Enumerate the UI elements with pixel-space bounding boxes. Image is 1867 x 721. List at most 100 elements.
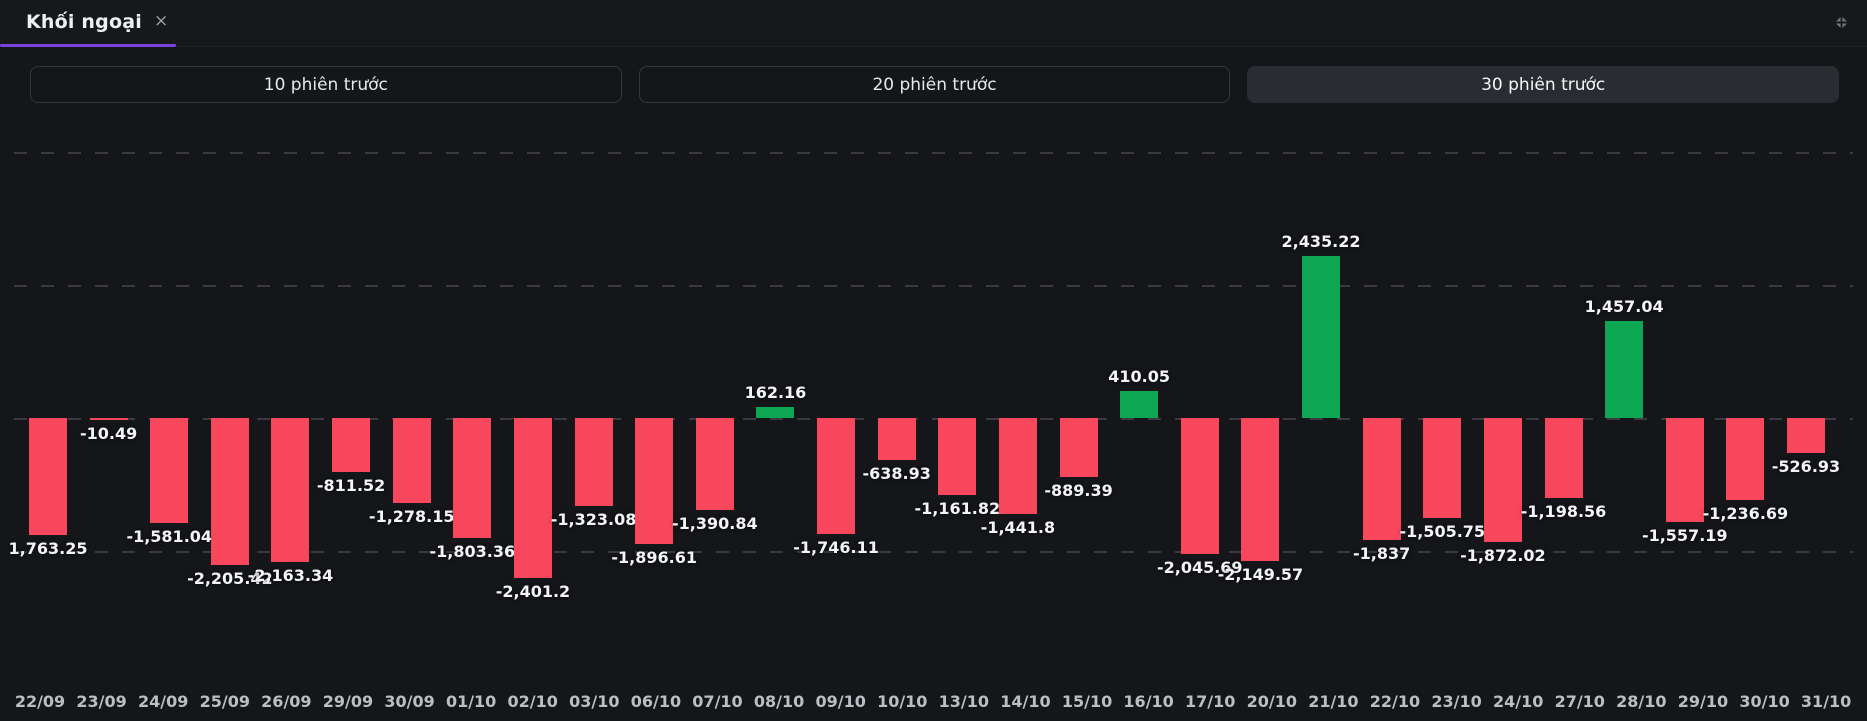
value-label-29/10: -1,557.19 xyxy=(1641,526,1728,545)
bar-17/10[interactable] xyxy=(1181,418,1219,554)
x-axis-label-27/10: 27/10 xyxy=(1554,692,1605,711)
bar-03/10[interactable] xyxy=(575,418,613,506)
bar-21/10[interactable] xyxy=(1302,256,1340,418)
value-label-15/10: -889.39 xyxy=(1044,481,1113,500)
gridline-4000 xyxy=(14,152,1853,154)
value-label-25/09: -2,205.42 xyxy=(187,569,273,588)
value-label-31/10: -526.93 xyxy=(1771,457,1841,476)
x-axis-label-23/10: 23/10 xyxy=(1431,692,1482,711)
x-axis-label-03/10: 03/10 xyxy=(569,692,620,711)
value-label-30/09: -1,278.15 xyxy=(368,507,455,526)
bar-28/10[interactable] xyxy=(1605,321,1643,418)
bar-13/10[interactable] xyxy=(938,418,976,495)
value-label-13/10: -1,161.82 xyxy=(914,499,1001,518)
bar-22/10[interactable] xyxy=(1363,418,1401,540)
value-label-02/10: -2,401.2 xyxy=(495,582,571,601)
bar-30/10[interactable] xyxy=(1726,418,1764,500)
bar-29/10[interactable] xyxy=(1666,418,1704,522)
bar-31/10[interactable] xyxy=(1787,418,1825,453)
x-axis-label-14/10: 14/10 xyxy=(1000,692,1051,711)
x-axis-label-25/09: 25/09 xyxy=(199,692,250,711)
value-label-24/10: -1,872.02 xyxy=(1460,546,1546,565)
bar-06/10[interactable] xyxy=(635,418,673,544)
x-axis-label-22/10: 22/10 xyxy=(1369,692,1421,711)
bar-15/10[interactable] xyxy=(1060,418,1098,477)
value-label-23/10: -1,505.75 xyxy=(1399,522,1486,541)
value-label-26/09: -2,163.34 xyxy=(247,566,334,585)
value-label-22/09: 1,763.25 xyxy=(8,539,88,558)
bar-29/09[interactable] xyxy=(332,418,370,472)
x-axis-label-22/09: 22/09 xyxy=(14,692,66,711)
value-label-17/10: -2,045.69 xyxy=(1156,558,1243,577)
x-axis-label-30/09: 30/09 xyxy=(384,692,435,711)
x-axis-label-16/10: 16/10 xyxy=(1123,692,1174,711)
value-label-16/10: 410.05 xyxy=(1108,367,1171,386)
value-label-21/10: 2,435.22 xyxy=(1281,232,1361,251)
filter-10-sessions[interactable]: 10 phiên trước xyxy=(30,66,622,103)
tab-bar: Khối ngoại × xyxy=(0,0,1867,47)
value-label-07/10: -1,390.84 xyxy=(672,514,758,533)
bar-25/09[interactable] xyxy=(211,418,249,565)
x-axis-label-02/10: 02/10 xyxy=(507,692,558,711)
bar-24/09[interactable] xyxy=(150,418,188,523)
x-axis-label-23/09: 23/09 xyxy=(76,692,127,711)
x-axis-label-06/10: 06/10 xyxy=(630,692,682,711)
collapse-button[interactable] xyxy=(1828,9,1854,35)
gridline-2000 xyxy=(14,285,1853,287)
tab-khoi-ngoai[interactable]: Khối ngoại × xyxy=(0,0,188,43)
bar-26/09[interactable] xyxy=(271,418,309,562)
value-label-22/10: -1,837 xyxy=(1353,544,1411,563)
value-label-10/10: -638.93 xyxy=(862,464,931,483)
bar-22/09[interactable] xyxy=(29,418,67,535)
value-label-29/09: -811.52 xyxy=(316,476,386,495)
x-axis-label-07/10: 07/10 xyxy=(692,692,743,711)
value-label-08/10: 162.16 xyxy=(744,383,807,402)
x-axis-label-29/09: 29/09 xyxy=(322,692,374,711)
filter-20-sessions[interactable]: 20 phiên trước xyxy=(638,66,1231,103)
bar-20/10[interactable] xyxy=(1241,418,1279,561)
session-filter-group: 10 phiên trước 20 phiên trước 30 phiên t… xyxy=(30,66,1840,103)
bar-09/10[interactable] xyxy=(817,418,855,534)
value-label-28/10: 1,457.04 xyxy=(1584,297,1664,316)
bar-01/10[interactable] xyxy=(453,418,491,538)
value-label-23/09: -10.49 xyxy=(79,424,138,443)
tab-title: Khối ngoại xyxy=(26,10,142,33)
value-label-24/09: -1,581.04 xyxy=(126,527,213,546)
bar-14/10[interactable] xyxy=(999,418,1037,514)
x-axis-label-26/09: 26/09 xyxy=(261,692,312,711)
value-label-20/10: -2,149.57 xyxy=(1217,565,1304,584)
value-label-09/10: -1,746.11 xyxy=(793,538,879,557)
x-axis-label-29/10: 29/10 xyxy=(1677,692,1729,711)
bar-23/10[interactable] xyxy=(1423,418,1461,518)
x-axis-label-28/10: 28/10 xyxy=(1616,692,1667,711)
x-axis-label-21/10: 21/10 xyxy=(1308,692,1359,711)
x-axis-label-08/10: 08/10 xyxy=(753,692,805,711)
x-axis-label-13/10: 13/10 xyxy=(938,692,990,711)
bar-02/10[interactable] xyxy=(514,418,552,578)
value-label-01/10: -1,803.36 xyxy=(429,542,516,561)
bar-10/10[interactable] xyxy=(878,418,916,460)
close-icon[interactable]: × xyxy=(153,11,169,31)
value-label-03/10: -1,323.08 xyxy=(550,510,637,529)
x-axis-label-24/10: 24/10 xyxy=(1492,692,1544,711)
x-axis-label-15/10: 15/10 xyxy=(1061,692,1113,711)
filter-30-sessions[interactable]: 30 phiên trước xyxy=(1247,66,1840,103)
bar-07/10[interactable] xyxy=(696,418,734,510)
active-tab-underline xyxy=(0,44,176,47)
collapse-arrows-icon xyxy=(1835,16,1847,28)
bar-16/10[interactable] xyxy=(1120,391,1158,418)
x-axis-label-31/10: 31/10 xyxy=(1800,692,1852,711)
x-axis-label-01/10: 01/10 xyxy=(445,692,497,711)
x-axis-label-17/10: 17/10 xyxy=(1185,692,1236,711)
x-axis-label-30/10: 30/10 xyxy=(1739,692,1790,711)
value-label-14/10: -1,441.8 xyxy=(980,518,1056,537)
x-axis-label-20/10: 20/10 xyxy=(1246,692,1297,711)
bar-30/09[interactable] xyxy=(393,418,431,503)
x-axis-label-24/09: 24/09 xyxy=(137,692,189,711)
bar-08/10[interactable] xyxy=(756,407,794,418)
bar-27/10[interactable] xyxy=(1545,418,1583,498)
value-label-30/10: -1,236.69 xyxy=(1702,504,1789,523)
bar-24/10[interactable] xyxy=(1484,418,1522,542)
bar-23/09[interactable] xyxy=(90,418,128,420)
